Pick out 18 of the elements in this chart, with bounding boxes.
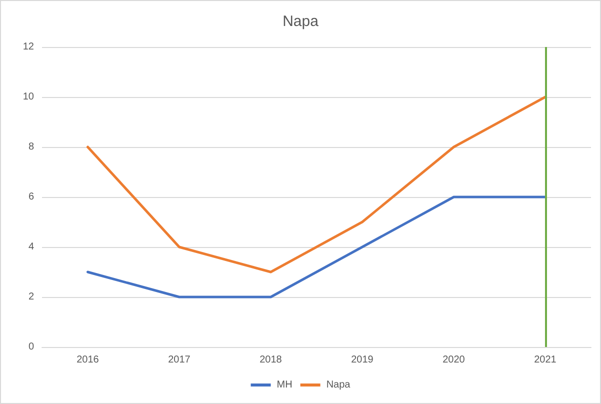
y-tick-label: 2 bbox=[28, 292, 34, 302]
y-tick-label: 6 bbox=[28, 192, 34, 202]
chart-title: Napa bbox=[282, 13, 320, 30]
x-tick-label: 2016 bbox=[76, 354, 100, 366]
x-tick-label: 2018 bbox=[260, 354, 282, 366]
y-tick-label: 12 bbox=[22, 42, 34, 52]
x-tick-label: 2021 bbox=[534, 354, 557, 366]
y-tick-label: 10 bbox=[22, 92, 34, 102]
y-tick-label: 4 bbox=[28, 242, 34, 252]
x-tick-label: 2017 bbox=[168, 354, 191, 366]
line-series bbox=[86, 196, 546, 298]
line-series bbox=[86, 96, 546, 274]
x-tick-label: 2019 bbox=[351, 354, 374, 366]
y-tick-label: 8 bbox=[28, 142, 34, 152]
y-tick-label: 0 bbox=[28, 342, 34, 352]
legend-label: Napa bbox=[326, 380, 351, 390]
legend-label: MH bbox=[276, 380, 292, 390]
x-tick-label: 2020 bbox=[442, 354, 466, 366]
